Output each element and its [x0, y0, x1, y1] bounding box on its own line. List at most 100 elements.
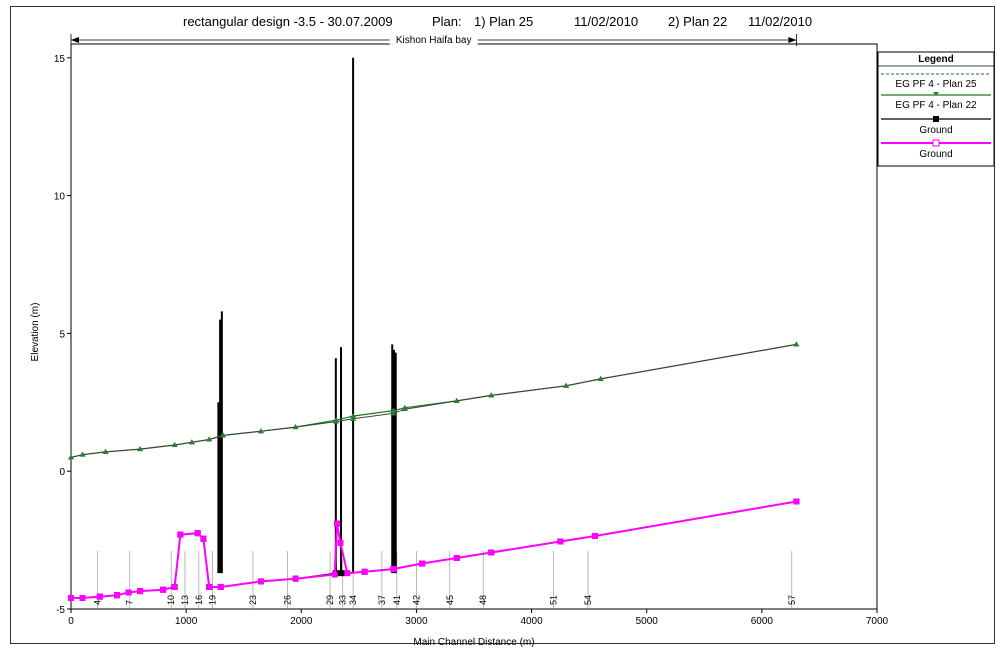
- reach-arrow-right-icon: [788, 37, 797, 43]
- eg-data-point: [332, 418, 339, 424]
- y-axis-label: Elevation (m): [30, 303, 41, 362]
- chart-title: rectangular design -3.5 - 30.07.2009: [183, 14, 393, 29]
- eg-data-point: [488, 392, 495, 398]
- river-station-label: 51: [548, 595, 558, 605]
- river-station-label: 16: [194, 595, 204, 605]
- eg-data-point: [219, 432, 226, 438]
- eg-data-point: [171, 442, 178, 448]
- plan1-date: 11/02/2010: [574, 14, 638, 29]
- y-tick-label: 10: [54, 192, 66, 203]
- ground-data-point: [557, 538, 564, 545]
- legend-frame: [877, 51, 995, 167]
- plan-label: Plan:: [432, 14, 462, 29]
- x-tick-label: 3000: [405, 616, 428, 627]
- river-station-label: 54: [583, 595, 593, 605]
- river-station-label: 45: [445, 595, 455, 605]
- ground-data-point: [194, 530, 201, 537]
- eg-data-point: [206, 436, 213, 442]
- x-tick-label: 4000: [520, 616, 543, 627]
- x-tick-label: 5000: [636, 616, 659, 627]
- ground-data-point: [338, 570, 345, 577]
- river-station-label: 7: [125, 600, 135, 605]
- ground-data-point: [200, 535, 207, 542]
- eg-data-point: [350, 415, 357, 421]
- chart-frame: [10, 6, 995, 644]
- ground-data-point: [361, 568, 368, 575]
- eg-data-point: [563, 382, 570, 388]
- reach-extent-indicator: Kishon Haifa bay: [70, 34, 797, 46]
- x-tick-label: 2000: [290, 616, 313, 627]
- plan1-label: 1) Plan 25: [474, 14, 533, 29]
- river-station-label: 10: [166, 595, 176, 605]
- river-station-labels: 4 7 10 13 16 19 23 26 29 33 34 37 41 42 45 48 51 54 57: [92, 595, 796, 605]
- river-station-label: 4: [92, 600, 102, 605]
- legend-label-eg-plan25: EG PF 4 - Plan 25: [895, 79, 977, 90]
- river-station-label: 41: [392, 595, 402, 605]
- river-station-label: 26: [282, 595, 292, 605]
- river-station-label: 48: [478, 595, 488, 605]
- eg-data-point: [390, 407, 397, 413]
- ground-plan25-line: [71, 500, 797, 599]
- eg-data-point: [793, 341, 800, 347]
- plan2-date: 11/02/2010: [748, 14, 812, 29]
- eg-data-point: [597, 375, 604, 381]
- eg-data-point: [390, 410, 397, 416]
- legend-label-eg-plan22: EG PF 4 - Plan 22: [895, 100, 977, 111]
- ground-data-point: [591, 532, 598, 539]
- ground-data-point: [453, 555, 460, 562]
- river-station-label: 19: [208, 595, 218, 605]
- river-station-label: 34: [348, 595, 358, 605]
- ground-data-point: [160, 586, 167, 593]
- river-station-label: 57: [787, 595, 797, 605]
- river-station-label: 13: [180, 595, 190, 605]
- eg-data-point: [401, 406, 408, 412]
- y-tick-label: 5: [59, 329, 65, 340]
- ground-data-point: [68, 594, 74, 601]
- eg-data-point: [68, 454, 74, 460]
- bridge-structures: [217, 57, 397, 574]
- legend-box: Legend EG PF 4 - Plan 25 EG PF 4 - Plan …: [877, 51, 995, 167]
- y-tick-label: -5: [56, 605, 65, 616]
- legend-marker-ground-plan22-icon: [932, 139, 940, 147]
- river-station-label: 42: [411, 595, 421, 605]
- eg-plan25-line: [70, 343, 797, 458]
- plan2-label: 2) Plan 22: [668, 14, 727, 29]
- plot-area: [70, 43, 878, 610]
- ground-data-point: [114, 592, 121, 599]
- ground-data-point: [125, 589, 132, 596]
- x-tick-label: 6000: [751, 616, 774, 627]
- ground-data-point: [217, 583, 224, 590]
- legend-label-ground-plan25: Ground: [919, 125, 952, 136]
- eg-data-point: [137, 446, 144, 452]
- legend-label-ground-plan22: Ground: [919, 149, 952, 160]
- x-tick-label: 0: [68, 616, 74, 627]
- ground-data-point: [337, 539, 344, 546]
- river-station-label: 33: [338, 595, 348, 605]
- eg-data-point: [102, 448, 109, 454]
- ground-data-point: [257, 578, 264, 585]
- ground-data-point: [793, 498, 800, 505]
- eg-data-point: [79, 451, 86, 457]
- eg-plan22-line: [70, 343, 797, 458]
- river-station-label: 23: [248, 595, 258, 605]
- reach-arrow-left-icon: [71, 37, 79, 43]
- series-lines: [68, 341, 800, 601]
- x-axis-label: Main Channel Distance (m): [413, 637, 534, 648]
- ground-data-point: [96, 593, 103, 600]
- ground-plan22-line: [71, 500, 797, 599]
- ground-data-point: [177, 531, 184, 538]
- ground-data-point: [331, 571, 338, 578]
- title-bar: rectangular design -3.5 - 30.07.2009 Pla…: [183, 14, 812, 29]
- legend-marker-ground-plan25-icon: [933, 116, 939, 122]
- reach-label-background: [389, 34, 478, 46]
- ground-data-point: [206, 583, 213, 590]
- eg-data-point: [257, 428, 264, 434]
- x-tick-label: 7000: [866, 616, 889, 627]
- ground-data-point: [344, 570, 351, 577]
- ground-data-point: [390, 566, 397, 573]
- ground-data-point: [419, 560, 426, 567]
- ground-data-point: [137, 588, 144, 595]
- river-station-label: 29: [325, 595, 335, 605]
- ground-data-point: [333, 520, 340, 527]
